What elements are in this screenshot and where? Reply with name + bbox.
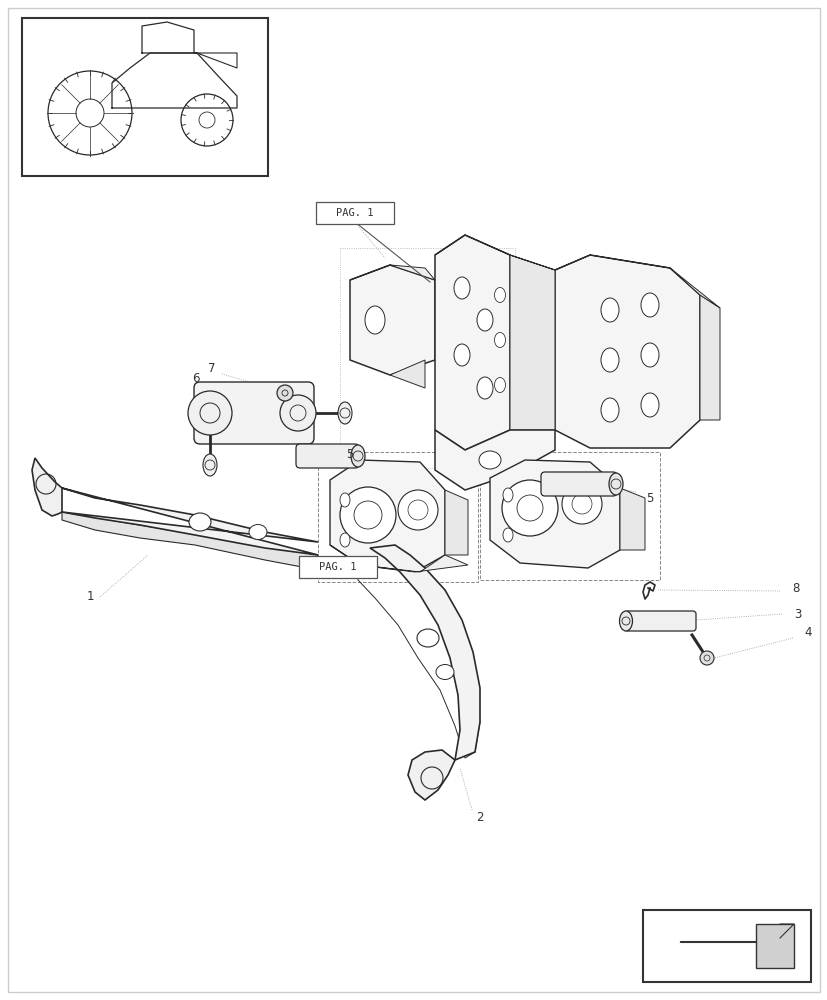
Ellipse shape (640, 393, 658, 417)
Text: 6: 6 (192, 371, 199, 384)
Bar (316, 202, 394, 224)
Polygon shape (350, 265, 434, 280)
Ellipse shape (351, 445, 365, 467)
Text: PAG. 1: PAG. 1 (319, 562, 356, 572)
Text: 8: 8 (791, 582, 799, 594)
Polygon shape (390, 360, 424, 388)
Text: 5: 5 (346, 448, 353, 462)
Ellipse shape (494, 377, 505, 392)
Ellipse shape (436, 664, 453, 680)
Ellipse shape (494, 288, 505, 302)
Circle shape (501, 480, 557, 536)
Polygon shape (330, 460, 444, 572)
Ellipse shape (502, 488, 513, 502)
Ellipse shape (609, 473, 622, 495)
FancyBboxPatch shape (624, 611, 696, 631)
Text: 5: 5 (646, 491, 653, 504)
Bar (755, 924, 793, 968)
Text: 7: 7 (208, 361, 216, 374)
Polygon shape (62, 512, 318, 570)
Bar (318, 452, 477, 582)
Ellipse shape (600, 298, 619, 322)
Ellipse shape (417, 629, 438, 647)
Ellipse shape (476, 309, 492, 331)
Ellipse shape (340, 533, 350, 547)
Bar (22, 18, 268, 176)
Polygon shape (490, 460, 619, 568)
Polygon shape (444, 490, 467, 555)
Polygon shape (370, 545, 480, 760)
Ellipse shape (453, 344, 470, 366)
Ellipse shape (600, 348, 619, 372)
Circle shape (562, 484, 601, 524)
Polygon shape (434, 430, 554, 490)
Ellipse shape (640, 293, 658, 317)
FancyBboxPatch shape (540, 472, 616, 496)
Ellipse shape (494, 332, 505, 348)
Polygon shape (32, 458, 62, 516)
Polygon shape (554, 255, 719, 308)
Polygon shape (509, 255, 554, 430)
Ellipse shape (619, 611, 632, 631)
Polygon shape (554, 255, 699, 448)
Text: 4: 4 (803, 626, 810, 639)
Polygon shape (350, 265, 434, 375)
Ellipse shape (337, 402, 351, 424)
Ellipse shape (640, 343, 658, 367)
Text: 3: 3 (793, 607, 801, 620)
Text: 1: 1 (86, 590, 93, 603)
Circle shape (277, 385, 293, 401)
Text: PAG. 1: PAG. 1 (336, 208, 373, 218)
Bar (480, 452, 659, 580)
Polygon shape (619, 488, 644, 550)
Ellipse shape (476, 377, 492, 399)
Ellipse shape (365, 306, 385, 334)
Bar (643, 910, 810, 982)
Ellipse shape (189, 513, 211, 531)
Polygon shape (62, 488, 318, 555)
Circle shape (699, 651, 713, 665)
Ellipse shape (453, 277, 470, 299)
Ellipse shape (502, 528, 513, 542)
FancyBboxPatch shape (295, 444, 359, 468)
Ellipse shape (479, 451, 500, 469)
Polygon shape (434, 235, 554, 270)
Ellipse shape (203, 454, 217, 476)
Polygon shape (699, 295, 719, 420)
Polygon shape (434, 235, 509, 450)
Ellipse shape (340, 493, 350, 507)
Circle shape (340, 487, 395, 543)
FancyBboxPatch shape (194, 382, 313, 444)
Circle shape (188, 391, 232, 435)
Text: 2: 2 (476, 811, 483, 824)
Circle shape (280, 395, 316, 431)
Bar (299, 556, 376, 578)
Circle shape (398, 490, 437, 530)
Ellipse shape (249, 524, 266, 540)
Ellipse shape (600, 398, 619, 422)
Polygon shape (408, 750, 455, 800)
Polygon shape (330, 545, 467, 572)
Bar (340, 248, 514, 468)
